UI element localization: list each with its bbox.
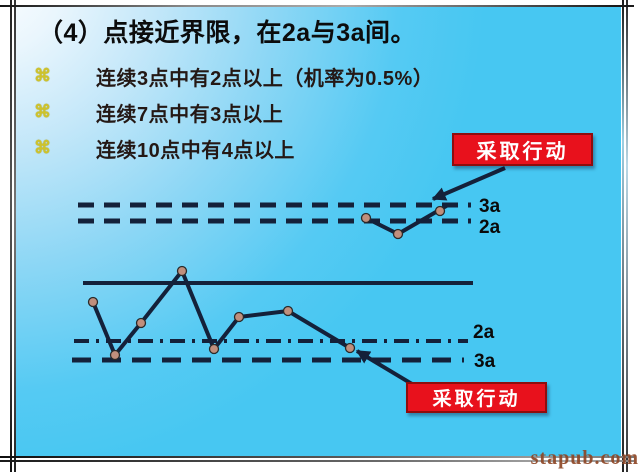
bullet-row: ⌘ 连续3点中有2点以上（机率为0.5%） xyxy=(34,58,433,94)
bullet-list: ⌘ 连续3点中有2点以上（机率为0.5%） ⌘ 连续7点中有3点以上 ⌘ 连续1… xyxy=(34,58,433,166)
slide-title: （4）点接近界限，在2a与3a间。 xyxy=(38,19,417,47)
bullet-row: ⌘ 连续7点中有3点以上 xyxy=(34,94,433,130)
bullet-row: ⌘ 连续10点中有4点以上 xyxy=(34,130,433,166)
bullet-text: 连续7点中有3点以上 xyxy=(96,103,284,126)
frame-right-line-inner xyxy=(622,0,624,472)
command-bullet-icon: ⌘ xyxy=(34,102,51,121)
frame-left-line-outer xyxy=(10,0,12,472)
frame-right-line-outer xyxy=(626,0,628,472)
watermark-text: stapub.com xyxy=(530,447,639,469)
action-callout-upper: 采取行动 xyxy=(452,133,593,166)
action-callout-lower: 采取行动 xyxy=(406,382,547,413)
command-bullet-icon: ⌘ xyxy=(34,66,51,85)
command-bullet-icon: ⌘ xyxy=(34,138,51,157)
slide-background xyxy=(16,7,621,456)
bullet-text: 连续10点中有4点以上 xyxy=(96,139,295,162)
bullet-text: 连续3点中有2点以上（机率为0.5%） xyxy=(96,67,434,90)
